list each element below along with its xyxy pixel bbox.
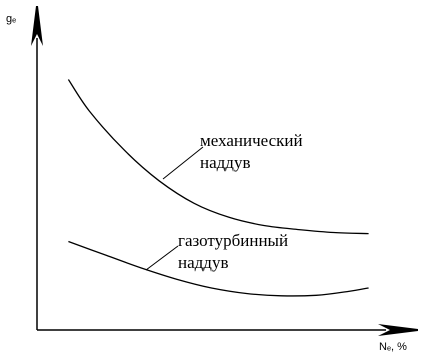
series-line-gas-turbine <box>68 240 369 297</box>
series-label-mechanical: механический наддув <box>200 131 307 172</box>
y-axis-arrow <box>31 6 43 46</box>
leader-line-gas-turbine <box>145 245 179 271</box>
x-axis-label: Nₑ, % <box>379 341 407 353</box>
x-axis-arrow <box>378 324 418 336</box>
leader-line-mechanical <box>162 146 204 180</box>
series-line-mechanical <box>67 79 369 235</box>
y-axis-label: gₑ <box>6 13 16 25</box>
series-label-gas-turbine: газотурбинный наддув <box>178 231 292 272</box>
